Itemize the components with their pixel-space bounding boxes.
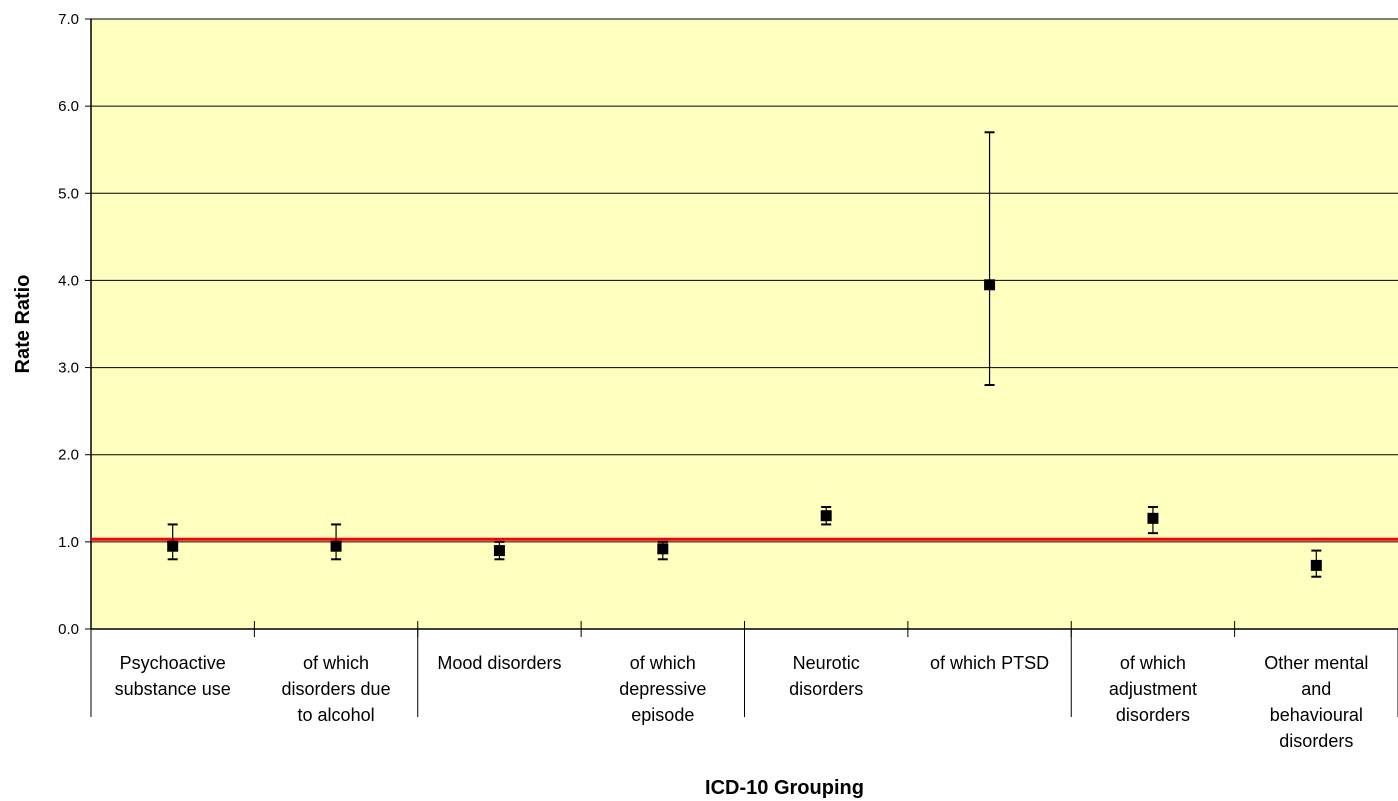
data-point xyxy=(657,543,669,555)
y-tick-label: 5.0 xyxy=(58,185,79,202)
y-tick-label: 6.0 xyxy=(58,98,79,115)
y-tick-label: 7.0 xyxy=(58,11,79,28)
x-category-label: of which PTSD xyxy=(930,653,1049,673)
y-tick-label: 4.0 xyxy=(58,272,79,289)
data-point xyxy=(167,540,179,552)
data-point xyxy=(820,510,832,522)
y-tick-label: 3.0 xyxy=(58,360,79,377)
x-category-label: of which depressive episode xyxy=(619,653,706,725)
y-axis-title: Rate Ratio xyxy=(12,275,34,374)
data-point xyxy=(984,279,996,291)
data-point xyxy=(1147,512,1159,524)
x-category-label: of which adjustment disorders xyxy=(1109,653,1197,725)
y-tick-label: 0.0 xyxy=(58,621,79,638)
x-category-label: of which disorders due to alcohol xyxy=(282,653,391,725)
x-category-label: Psychoactive substance use xyxy=(115,653,231,699)
data-point xyxy=(1310,559,1322,571)
y-tick-label: 1.0 xyxy=(58,534,79,551)
x-category-label: Mood disorders xyxy=(437,653,561,673)
x-axis-title: ICD-10 Grouping xyxy=(705,777,864,799)
data-point xyxy=(493,545,505,557)
data-point xyxy=(330,540,342,552)
y-tick-label: 2.0 xyxy=(58,447,79,464)
x-category-label: Other mental and behavioural disorders xyxy=(1264,653,1368,751)
plot-area xyxy=(91,19,1398,629)
x-category-label: Neurotic disorders xyxy=(789,653,863,699)
